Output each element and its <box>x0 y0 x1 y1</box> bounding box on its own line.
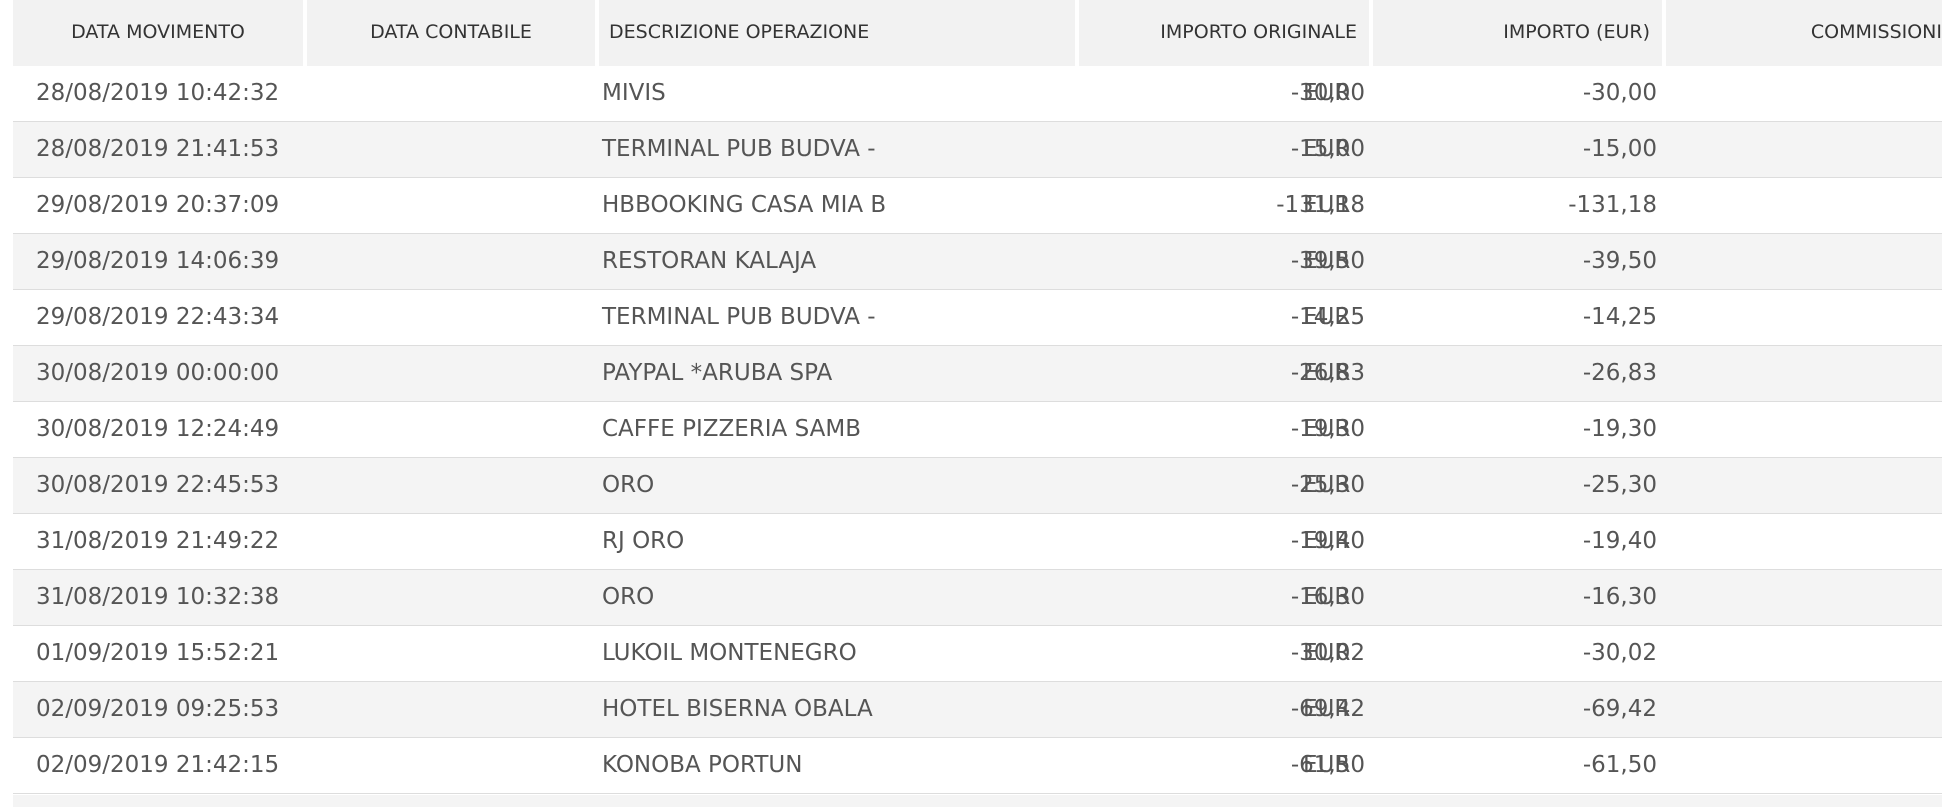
table-row[interactable]: 29/08/2019 22:43:34 TERMINAL PUB BUDVA - -… <box>13 290 1942 346</box>
cell-importo-eur: -25,30 <box>1582 472 1657 498</box>
cell-valuta: EUR <box>1303 360 1351 386</box>
cell-importo-eur: -15,00 <box>1582 136 1657 162</box>
header-commissioni[interactable]: COMMISSIONI <box>1666 0 1942 66</box>
cell-valuta: EUR <box>1303 696 1351 722</box>
cell-data-movimento: 02/09/2019 09:25:53 <box>36 696 280 722</box>
cell-importo-originale: -14,25 <box>1290 304 1365 330</box>
cell-descrizione: KONOBA PORTUN <box>602 752 803 778</box>
cell-importo-eur: -19,30 <box>1582 416 1657 442</box>
cell-importo-eur: -39,50 <box>1582 248 1657 274</box>
table-row[interactable]: 01/09/2019 15:52:21 LUKOIL MONTENEGRO -30,… <box>13 626 1942 682</box>
cell-data-movimento: 28/08/2019 21:41:53 <box>36 136 280 162</box>
table-row[interactable]: 02/09/2019 09:25:53 HOTEL BISERNA OBALA -6… <box>13 682 1942 738</box>
table-row[interactable]: 29/08/2019 14:06:39 RESTORAN KALAJA -39,50… <box>13 234 1942 290</box>
cell-data-movimento: 01/09/2019 15:52:21 <box>36 640 280 666</box>
header-data-contabile[interactable]: DATA CONTABILE <box>307 0 595 66</box>
cell-descrizione: ORO <box>602 584 655 610</box>
cell-importo-eur: -19,40 <box>1582 528 1657 554</box>
table-row[interactable]: 29/08/2019 20:37:09 HBBOOKING CASA MIA B -… <box>13 178 1942 234</box>
cell-importo-originale: -30,02 <box>1290 640 1365 666</box>
cell-importo-originale: -131,18 <box>1276 192 1365 218</box>
cell-data-movimento: 30/08/2019 12:24:49 <box>36 416 280 442</box>
cell-data-movimento: 29/08/2019 22:43:34 <box>36 304 280 330</box>
cell-valuta: EUR <box>1303 304 1351 330</box>
table-row[interactable]: 28/08/2019 10:42:32 MIVIS -30,00 EUR -30,00 <box>13 66 1942 122</box>
cell-importo-originale: -16,30 <box>1290 584 1365 610</box>
cell-importo-originale: -19,30 <box>1290 416 1365 442</box>
cell-data-movimento: 31/08/2019 10:32:38 <box>36 584 280 610</box>
cell-importo-eur: -26,83 <box>1582 360 1657 386</box>
cell-importo-eur: -30,00 <box>1582 80 1657 106</box>
header-data-movimento[interactable]: DATA MOVIMENTO <box>13 0 303 66</box>
cell-importo-originale: -61,50 <box>1290 752 1365 778</box>
cell-data-movimento: 30/08/2019 00:00:00 <box>36 360 280 386</box>
cell-importo-originale: -69,42 <box>1290 696 1365 722</box>
cell-importo-eur: -69,42 <box>1582 696 1657 722</box>
cell-data-movimento: 30/08/2019 22:45:53 <box>36 472 280 498</box>
table-row[interactable]: 02/09/2019 21:42:15 KONOBA PORTUN -61,50 EU… <box>13 738 1942 794</box>
table-row[interactable]: 30/08/2019 00:00:00 PAYPAL *ARUBA SPA -26,… <box>13 346 1942 402</box>
cell-valuta: EUR <box>1303 192 1351 218</box>
cell-descrizione: ORO <box>602 472 655 498</box>
header-descrizione[interactable]: DESCRIZIONE OPERAZIONE <box>599 0 1075 66</box>
header-importo-eur[interactable]: IMPORTO (EUR) <box>1373 0 1662 66</box>
cell-data-movimento: 02/09/2019 21:42:15 <box>36 752 280 778</box>
cell-descrizione: HBBOOKING CASA MIA B <box>602 192 887 218</box>
cell-data-movimento: 31/08/2019 21:49:22 <box>36 528 280 554</box>
cell-valuta: EUR <box>1303 528 1351 554</box>
table-row[interactable]: 31/08/2019 21:49:22 RJ ORO -19,40 EUR -19,40 <box>13 514 1942 570</box>
cell-valuta: EUR <box>1303 416 1351 442</box>
cell-importo-eur: -14,25 <box>1582 304 1657 330</box>
transactions-table: DATA MOVIMENTO DATA CONTABILE DESCRIZION… <box>13 0 1942 794</box>
cell-importo-originale: -39,50 <box>1290 248 1365 274</box>
cell-importo-originale: -30,00 <box>1290 80 1365 106</box>
next-row-partial <box>13 795 1942 807</box>
cell-valuta: EUR <box>1303 136 1351 162</box>
cell-valuta: EUR <box>1303 640 1351 666</box>
cell-valuta: EUR <box>1303 752 1351 778</box>
cell-descrizione: TERMINAL PUB BUDVA - <box>602 304 876 330</box>
cell-valuta: EUR <box>1303 248 1351 274</box>
table-row[interactable]: 30/08/2019 22:45:53 ORO -25,30 EUR -25,30 <box>13 458 1942 514</box>
cell-valuta: EUR <box>1303 80 1351 106</box>
cell-importo-originale: -19,40 <box>1290 528 1365 554</box>
cell-data-movimento: 28/08/2019 10:42:32 <box>36 80 280 106</box>
cell-valuta: EUR <box>1303 472 1351 498</box>
cell-descrizione: MIVIS <box>602 80 666 106</box>
cell-descrizione: RESTORAN KALAJA <box>602 248 817 274</box>
cell-descrizione: PAYPAL *ARUBA SPA <box>602 360 833 386</box>
cell-data-movimento: 29/08/2019 20:37:09 <box>36 192 280 218</box>
cell-importo-originale: -15,00 <box>1290 136 1365 162</box>
cell-descrizione: CAFFE PIZZERIA SAMB <box>602 416 861 442</box>
table-row[interactable]: 31/08/2019 10:32:38 ORO -16,30 EUR -16,30 <box>13 570 1942 626</box>
table-header: DATA MOVIMENTO DATA CONTABILE DESCRIZION… <box>13 0 1942 66</box>
cell-importo-originale: -25,30 <box>1290 472 1365 498</box>
cell-importo-eur: -30,02 <box>1582 640 1657 666</box>
cell-valuta: EUR <box>1303 584 1351 610</box>
table-row[interactable]: 28/08/2019 21:41:53 TERMINAL PUB BUDVA - -… <box>13 122 1942 178</box>
table-body: 28/08/2019 10:42:32 MIVIS -30,00 EUR -30,00 2… <box>13 66 1942 794</box>
cell-importo-eur: -61,50 <box>1582 752 1657 778</box>
cell-data-movimento: 29/08/2019 14:06:39 <box>36 248 280 274</box>
table-row[interactable]: 30/08/2019 12:24:49 CAFFE PIZZERIA SAMB -1… <box>13 402 1942 458</box>
cell-importo-eur: -16,30 <box>1582 584 1657 610</box>
cell-descrizione: RJ ORO <box>602 528 685 554</box>
header-importo-originale[interactable]: IMPORTO ORIGINALE <box>1079 0 1369 66</box>
cell-descrizione: HOTEL BISERNA OBALA <box>602 696 873 722</box>
cell-descrizione: TERMINAL PUB BUDVA - <box>602 136 876 162</box>
cell-importo-originale: -26,83 <box>1290 360 1365 386</box>
cell-importo-eur: -131,18 <box>1568 192 1657 218</box>
cell-descrizione: LUKOIL MONTENEGRO <box>602 640 857 666</box>
